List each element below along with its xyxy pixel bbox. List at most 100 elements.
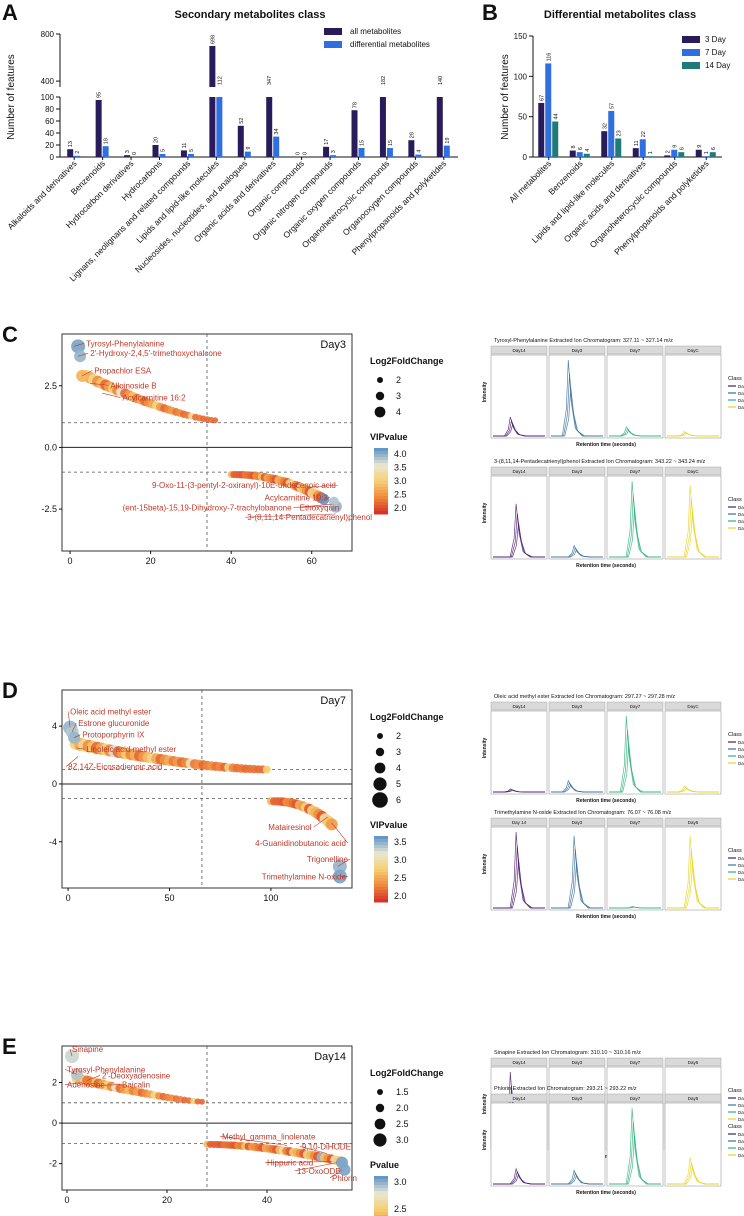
eic-title: Tyrosyl-Phenylalanine Extracted Ion Chro… [494,338,673,344]
panel-letter-d: D [2,678,18,703]
data-label: 9 [697,145,703,148]
color-legend-band [374,505,388,509]
eic-facet-label: Day 14 [512,820,527,825]
bar [351,110,358,157]
color-legend-band [374,463,388,467]
color-legend-title: VIPvalue [370,820,408,830]
eic-facet-label: Day14 [512,348,526,353]
eic-facet-strip [490,345,548,355]
eic-legend-label: DayC [738,1153,744,1158]
size-legend-label: 5 [396,779,401,789]
color-legend-band [374,490,388,494]
bar [244,151,251,157]
eic-legend-label: DayC [738,1117,744,1122]
color-legend-band [374,448,388,452]
color-legend-band [374,842,388,846]
color-legend-band [374,1200,388,1204]
eic-legend-label: DayC [738,526,744,531]
plot-title: Day14 [314,1051,346,1063]
color-legend-label: 2.5 [394,1204,407,1214]
point-label: 8Z,14Z-Eicosadienoic acid [68,762,162,771]
color-legend-band [374,878,388,882]
data-label: 2 [75,151,81,154]
bar [273,136,280,157]
panel-letter-c: C [2,322,18,347]
bar [569,150,576,157]
eic-legend-title: Class [728,732,742,738]
panel-letter-a: A [2,0,18,25]
color-legend-band [374,1185,388,1189]
color-legend-band [374,884,388,888]
color-legend-band [374,1206,388,1210]
size-legend-dot [372,792,388,808]
eic-facet-label: Day7 [630,469,641,474]
eic-trace [609,429,661,437]
color-legend-label: 3.0 [394,855,407,865]
label-leader [69,1049,73,1057]
color-legend-band [374,890,388,894]
y-tick-label: 4 [52,721,57,731]
label-leader [67,711,71,728]
bar [601,131,608,157]
color-legend-label: 2.0 [394,891,407,901]
panel-e: E Day14 0 20 40 -2 0 2 Sinapine Tyrosyl-Phenylala… [2,1034,744,1216]
eic-trace [551,861,603,909]
point-label: Tyrosyl-Phenylalanine [67,1065,146,1074]
eic-legend-label: Day3 [738,391,744,396]
eic-legend-label: Day14 [738,384,744,389]
color-legend-band [374,499,388,503]
eic-facet-strip [664,1057,722,1067]
data-point [74,350,87,363]
data-label: 182 [381,76,387,85]
y-tick-label: 100 [514,72,528,81]
label-leader [245,513,336,518]
color-legend-band [374,469,388,473]
data-label: 11 [634,140,640,146]
data-label: 52 [239,118,245,124]
eic-legend-label: Day7 [738,519,744,524]
eic-facet-label: Day7 [630,820,641,825]
data-point [199,1098,205,1105]
eic-x-label: Retention time (seconds) [576,914,636,920]
eic-facet-strip [606,1093,664,1103]
eic-trace [551,784,603,793]
color-legend-band [374,1212,388,1216]
y-tick-label: 20 [45,141,54,150]
bar [237,125,244,157]
eic-trace [493,859,545,909]
label-leader [102,392,121,398]
color-legend-band [374,466,388,470]
eic-trace [667,787,719,793]
eic-facet-strip [606,1057,664,1067]
data-label: 116 [546,53,552,62]
data-label: 347 [267,76,273,85]
eic-facet-label: Day14 [512,1096,526,1101]
eic-facet-panel [490,475,548,560]
eic-facet-strip [490,466,548,476]
size-legend-dot [373,777,387,791]
eic-facet-panel [548,354,606,439]
bar [415,154,422,157]
eic-legend-label: DayC [738,761,744,766]
color-legend-band [374,1194,388,1198]
bar [102,146,109,157]
x-tick-label: All metabolites [507,158,553,204]
bar [576,152,583,157]
bar [180,150,187,157]
bar [443,145,450,157]
eic-facet-strip [664,466,722,476]
label-leader [73,343,85,347]
eic-trace [609,508,661,558]
eic-legend-label: Day3 [738,1103,744,1108]
size-legend-label: 1.5 [396,1087,409,1097]
point-label: Sinapine [72,1045,104,1054]
eic-trace [493,522,545,558]
label-leader [76,747,85,750]
eic-y-label: Intensity [482,738,488,759]
color-legend-band [374,851,388,855]
data-label: 44 [553,113,559,119]
data-label: 95 [97,92,103,98]
point-label: Adenosine [67,1081,105,1090]
eic-legend-label: Day7 [738,1110,744,1115]
panel-a: A Secondary metabolites class020406080100… [2,0,458,283]
